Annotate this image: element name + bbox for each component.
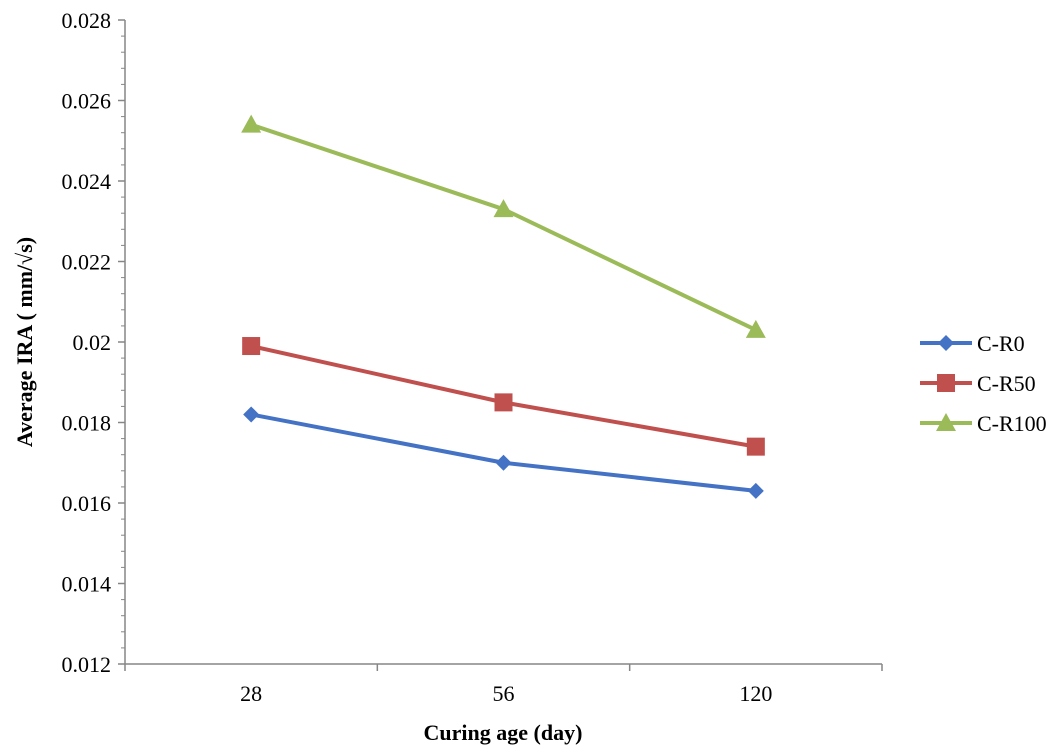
data-point <box>495 454 512 471</box>
y-tick-label: 0.016 <box>62 491 112 516</box>
legend-marker <box>936 413 956 431</box>
legend-item: C-R50 <box>920 371 1036 396</box>
y-tick-label: 0.022 <box>62 250 112 275</box>
x-axis-title: Curing age (day) <box>424 720 583 745</box>
legend-label: C-R0 <box>977 331 1025 356</box>
data-point <box>494 393 513 412</box>
legend: C-R0 C-R50 C-R100 <box>920 331 1047 436</box>
x-tick-label: 56 <box>493 681 515 706</box>
y-axis-title: Average IRA ( mm/√s) <box>12 237 37 447</box>
legend-marker <box>938 335 954 351</box>
data-point <box>747 482 764 499</box>
y-tick-label: 0.012 <box>62 652 112 677</box>
y-tick-label: 0.028 <box>62 8 112 33</box>
data-point <box>745 319 766 338</box>
y-tick-label: 0.026 <box>62 89 112 114</box>
y-tick-label: 0.014 <box>62 572 112 597</box>
series-C-R100 <box>241 114 766 338</box>
series-C-R0 <box>243 406 764 499</box>
data-point <box>242 337 261 356</box>
legend-item: C-R0 <box>920 331 1025 356</box>
series-line <box>250 122 757 332</box>
y-tick-label: 0.02 <box>73 330 112 355</box>
legend-label: C-R100 <box>977 411 1047 436</box>
data-point <box>241 114 262 133</box>
legend-label: C-R50 <box>977 371 1036 396</box>
plot-area <box>241 114 766 499</box>
data-point <box>746 437 765 456</box>
y-tick-label: 0.024 <box>62 169 112 194</box>
x-axis: 28 56 120 <box>124 663 883 706</box>
legend-item: C-R100 <box>920 411 1047 436</box>
y-axis: 0.012 0.014 0.016 0.018 0.02 0.022 0.024 0.026 0… <box>62 8 126 677</box>
data-point <box>243 406 260 423</box>
x-tick-label: 28 <box>240 681 262 706</box>
series-line <box>250 412 757 493</box>
y-tick-label: 0.018 <box>62 411 112 436</box>
data-point <box>493 199 514 218</box>
series-C-R50 <box>242 337 765 456</box>
legend-marker <box>937 374 955 392</box>
x-tick-label: 120 <box>739 681 772 706</box>
